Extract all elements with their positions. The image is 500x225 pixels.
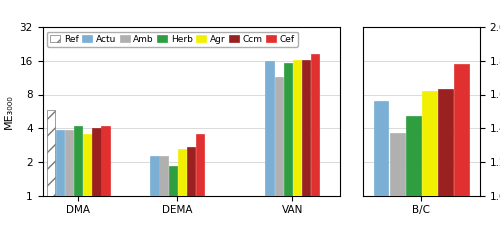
Bar: [390, 133, 404, 196]
Bar: [266, 61, 274, 225]
Bar: [187, 147, 195, 225]
Bar: [160, 156, 168, 225]
Bar: [406, 117, 420, 196]
Bar: [293, 60, 301, 225]
Bar: [274, 77, 283, 225]
Y-axis label: ME₃₀₀₀: ME₃₀₀₀: [4, 94, 14, 129]
Bar: [454, 64, 469, 196]
Bar: [65, 130, 74, 225]
Bar: [422, 91, 436, 196]
Bar: [311, 54, 320, 225]
Bar: [56, 130, 64, 225]
Bar: [168, 166, 177, 225]
Bar: [374, 101, 388, 196]
Bar: [302, 60, 310, 225]
Bar: [102, 126, 110, 225]
Bar: [438, 89, 453, 196]
Bar: [150, 156, 159, 225]
Legend: Ref, Actu, Amb, Herb, Agr, Ccm, Cef: Ref, Actu, Amb, Herb, Agr, Ccm, Cef: [47, 32, 298, 47]
Bar: [46, 110, 55, 225]
Bar: [74, 126, 82, 225]
Bar: [178, 149, 186, 225]
Bar: [83, 134, 92, 225]
Bar: [92, 128, 100, 225]
Bar: [196, 134, 204, 225]
Bar: [284, 63, 292, 225]
